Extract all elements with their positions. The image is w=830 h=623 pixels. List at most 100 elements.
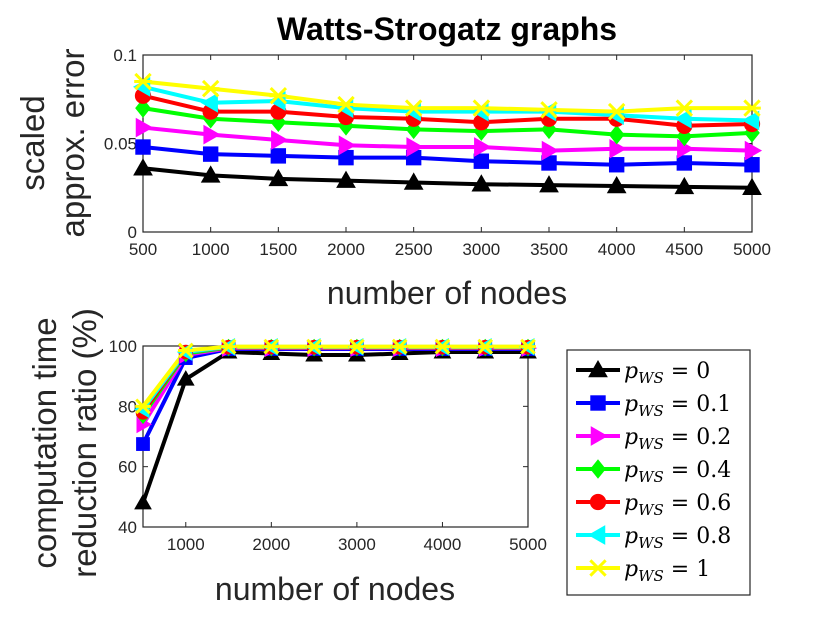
- top-series-0-point: [471, 174, 492, 192]
- bottom-series-6-point: [306, 338, 322, 355]
- top-series-5-point: [674, 108, 692, 129]
- top-series-3-point: [135, 98, 151, 118]
- bottom-ytick-label: 40: [118, 518, 137, 537]
- bottom-series-line-6: [141, 344, 528, 408]
- top-series-line-3: [142, 106, 753, 139]
- bottom-ylabel-line2: reduction ratio (%): [66, 308, 103, 578]
- top-series-line-5: [142, 84, 753, 123]
- top-series-2-point: [271, 130, 289, 150]
- top-ytick-label: 0.1: [113, 46, 137, 65]
- bottom-plot-area: [142, 345, 529, 528]
- top-series-0-point: [742, 177, 762, 195]
- top-ytick-label: 0.05: [104, 135, 137, 154]
- top-series-1-point: [270, 148, 287, 164]
- top-series-line-6: [142, 79, 752, 114]
- bottom-series-line-2: [141, 346, 528, 426]
- legend-marker-6: [589, 559, 607, 577]
- bottom-xlabel: number of nodes: [215, 571, 455, 607]
- bottom-xtick-label: 4000: [424, 535, 462, 554]
- top-series-2-point: [541, 140, 560, 161]
- top-ylabel-line1: scaled: [14, 95, 51, 190]
- bottom-ytick-label: 80: [118, 397, 137, 416]
- top-series-0-point: [200, 165, 221, 183]
- bottom-series-0-point: [134, 493, 152, 510]
- top-xlabel: number of nodes: [327, 275, 567, 311]
- bottom-series-1-point: [136, 437, 150, 451]
- top-series-0-point: [336, 170, 356, 188]
- top-series-5-point: [200, 92, 218, 113]
- top-series-line-0: [142, 166, 753, 190]
- bottom-series-line-0: [141, 350, 528, 504]
- top-series-1-point: [473, 153, 490, 169]
- top-series-3-point: [608, 124, 625, 145]
- legend-label-2: pWS = 0.2: [624, 425, 731, 453]
- bottom-series-6-point: [434, 338, 451, 355]
- top-series-6-point: [472, 99, 491, 117]
- bottom-ylabel-line1: computation time: [26, 317, 63, 568]
- top-series-2-point: [338, 135, 357, 156]
- top-series-line-2: [142, 125, 753, 153]
- legend-label-4: pWS = 0.6: [624, 491, 731, 519]
- top-series-0-point: [674, 176, 695, 195]
- bottom-series-6-point: [177, 342, 194, 359]
- legend: pWS = 0 pWS = 0.1 pWS = 0.2 pWS = 0.4 pWS = …: [566, 349, 751, 596]
- bottom-series-line-1: [141, 347, 528, 445]
- bottom-series-0-point: [176, 370, 195, 386]
- top-series-5-point: [741, 110, 760, 131]
- top-xtick-label: 4000: [598, 240, 636, 259]
- bottom-xtick-label: 3000: [338, 535, 376, 554]
- top-series-6-point: [134, 72, 152, 91]
- legend-marker-1: [590, 395, 606, 411]
- top-series-2-point: [203, 124, 221, 145]
- top-series-0-point: [606, 175, 627, 194]
- top-ylabel-line2: approx. error: [54, 49, 91, 238]
- bottom-series-6-point: [220, 338, 237, 355]
- legend-label-6: pWS = 1: [624, 557, 710, 585]
- bottom-series-6-point: [477, 338, 494, 355]
- legend-label-1: pWS = 0.1: [624, 392, 731, 420]
- top-series-line-4: [142, 93, 753, 128]
- top-xtick-label: 3000: [462, 240, 500, 259]
- top-xtick-label: 5000: [733, 240, 771, 259]
- top-series-6-point: [404, 99, 423, 117]
- bottom-xtick-label: 5000: [509, 535, 547, 554]
- top-series-6-point: [743, 99, 761, 117]
- top-series-1-point: [744, 157, 760, 173]
- top-series-1-point: [135, 139, 151, 155]
- top-xtick-label: 3500: [530, 240, 568, 259]
- top-xtick-label: 2000: [327, 240, 365, 259]
- bottom-series-6-point: [520, 338, 536, 355]
- top-series-2-point: [135, 117, 154, 138]
- top-series-2-point: [474, 137, 492, 157]
- top-series-1-point: [676, 155, 693, 171]
- bottom-chart: 1000 2000 3000 4000 5000 40 60 80 100 computatio…: [26, 308, 547, 607]
- top-plot-area: [142, 54, 753, 233]
- top-series-1-point: [608, 157, 625, 173]
- top-xtick-label: 500: [129, 240, 157, 259]
- top-series-6-point: [337, 95, 355, 114]
- legend-label-5: pWS = 0.8: [624, 524, 731, 552]
- bottom-ytick-label: 60: [118, 458, 137, 477]
- top-xtick-label: 4500: [665, 240, 703, 259]
- top-series-0-point: [133, 158, 153, 176]
- top-xtick-label: 2500: [395, 240, 433, 259]
- top-series-2-point: [406, 137, 424, 157]
- bottom-series-6-point: [135, 398, 151, 415]
- bottom-series-6-point: [349, 338, 365, 355]
- top-series-6-point: [269, 86, 288, 105]
- bottom-series-6-point: [391, 338, 408, 355]
- legend-label-3: pWS = 0.4: [624, 458, 731, 486]
- top-series-6-point: [201, 79, 220, 98]
- top-series-6-point: [540, 101, 558, 119]
- top-series-0-point: [539, 175, 559, 193]
- legend-marker-4: [589, 493, 607, 511]
- top-ytick-label: 0: [128, 223, 137, 242]
- legend-marker-5: [587, 525, 606, 545]
- bottom-series-line-3: [141, 345, 528, 417]
- top-series-0-point: [268, 168, 289, 187]
- legend-marker-2: [590, 426, 609, 446]
- bottom-xtick-label: 1000: [167, 535, 205, 554]
- legend-label-0: pWS = 0: [624, 359, 710, 387]
- top-series-1-point: [202, 146, 219, 162]
